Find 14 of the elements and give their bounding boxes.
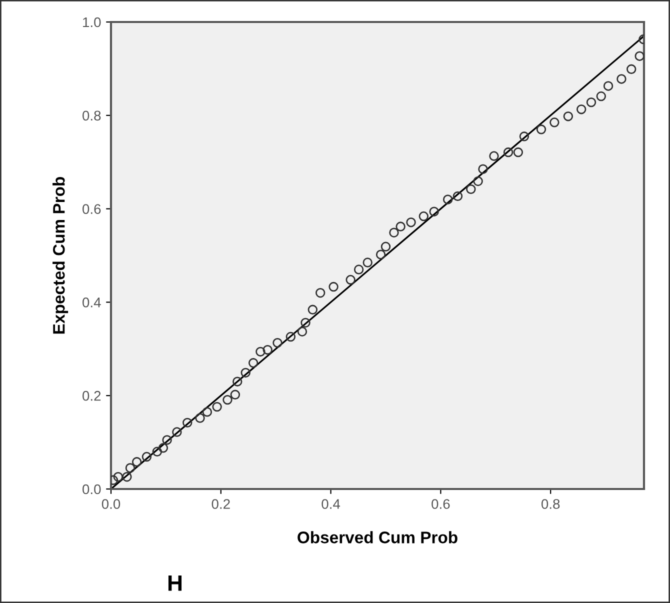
y-tick-label: 1.0 [83,17,101,28]
x-tick-label: 0.4 [322,499,340,509]
y-tick-label: 0.6 [82,204,101,214]
x-axis-title: Observed Cum Prob [298,531,458,544]
y-tick-label: 0.4 [82,298,101,308]
text: H [168,575,182,591]
x-tick-label: 0.6 [432,499,450,509]
y-axis-title: Expected Cum Prob [52,176,68,334]
y-tick-label: 0.0 [82,484,101,494]
x-tick-label: 0.2 [212,499,230,509]
x-tick-label: 0.0 [102,499,120,509]
x-tick-label: 0.8 [541,499,560,509]
y-tick-label: 0.2 [82,390,101,401]
y-tick-label: 0.8 [82,110,101,121]
